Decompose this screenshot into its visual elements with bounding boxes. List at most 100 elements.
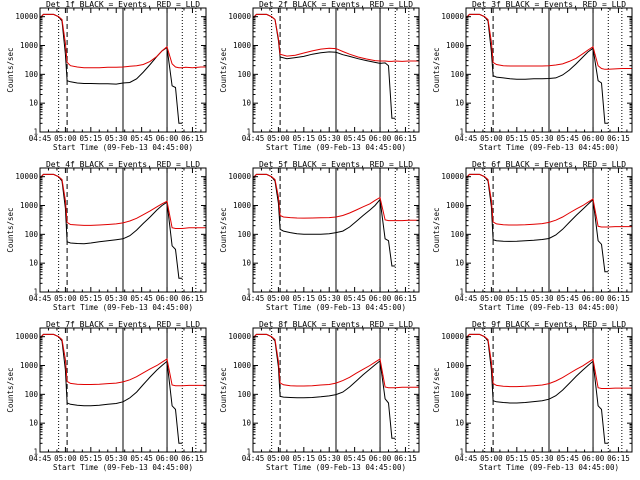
- panel-title: Det 9f BLACK = Events, RED = LLD: [472, 320, 626, 329]
- plot-frame: [465, 7, 633, 133]
- y-tick-label: 1000: [20, 361, 39, 370]
- x-tick-label: 05:45: [130, 134, 153, 143]
- plot-frame: [39, 167, 207, 293]
- x-tick-label: 05:15: [80, 454, 103, 463]
- plot-frame: [252, 167, 420, 293]
- x-tick-label: 05:45: [556, 294, 579, 303]
- x-tick-label: 06:00: [156, 294, 179, 303]
- y-tick-label: 1000: [446, 201, 465, 210]
- y-axis-label: Counts/sec: [432, 367, 441, 412]
- x-axis-label: Start Time (09-Feb-13 04:45:00): [479, 463, 619, 472]
- x-tick-label: 05:30: [318, 294, 341, 303]
- x-tick-label: 04:45: [455, 134, 478, 143]
- x-axis-label: Start Time (09-Feb-13 04:45:00): [266, 463, 406, 472]
- x-tick-label: 06:00: [156, 454, 179, 463]
- x-tick-label: 05:00: [267, 454, 290, 463]
- y-axis-label: Counts/sec: [219, 207, 228, 252]
- y-tick-label: 100: [24, 390, 38, 399]
- x-tick-label: 06:15: [181, 134, 204, 143]
- y-tick-label: 10: [455, 99, 465, 108]
- x-tick-label: 05:45: [556, 134, 579, 143]
- x-axis-label: Start Time (09-Feb-13 04:45:00): [479, 303, 619, 312]
- y-axis-label: Counts/sec: [219, 367, 228, 412]
- y-tick-label: 10000: [441, 332, 464, 341]
- detector-panel-5: Det 5f BLACK = Events, RED = LLD 1 10 100 10…: [219, 160, 420, 312]
- x-axis-label: Start Time (09-Feb-13 04:45:00): [479, 143, 619, 152]
- y-tick-label: 1: [33, 128, 38, 137]
- x-tick-label: 05:15: [506, 454, 529, 463]
- detector-panel-1: Det 1f BLACK = Events, RED = LLD 1 10 100 10…: [6, 0, 207, 152]
- x-tick-label: 05:30: [105, 454, 128, 463]
- y-tick-label: 1000: [446, 361, 465, 370]
- x-axis-label: Start Time (09-Feb-13 04:45:00): [53, 463, 193, 472]
- y-tick-label: 100: [450, 390, 464, 399]
- x-tick-label: 05:00: [54, 454, 77, 463]
- y-tick-label: 10000: [441, 12, 464, 21]
- panel-title: Det 2f BLACK = Events, RED = LLD: [259, 0, 413, 9]
- x-tick-label: 05:30: [318, 134, 341, 143]
- y-tick-label: 10: [29, 99, 39, 108]
- x-tick-label: 04:45: [455, 294, 478, 303]
- detector-panel-8: Det 8f BLACK = Events, RED = LLD 1 10 100 10…: [219, 320, 420, 472]
- x-tick-label: 04:45: [242, 454, 265, 463]
- y-tick-label: 1000: [233, 41, 252, 50]
- series-lld: [40, 173, 206, 229]
- series-events: [466, 333, 609, 444]
- detector-panel-4: Det 4f BLACK = Events, RED = LLD 1 10 100 10…: [6, 160, 207, 312]
- x-tick-label: 05:00: [54, 134, 77, 143]
- y-tick-label: 1: [33, 448, 38, 457]
- x-tick-label: 05:15: [506, 294, 529, 303]
- y-tick-label: 10: [455, 259, 465, 268]
- y-tick-label: 1000: [20, 201, 39, 210]
- detector-panel-6: Det 6f BLACK = Events, RED = LLD 1 10 100 10…: [432, 160, 633, 312]
- y-tick-label: 10000: [228, 12, 251, 21]
- y-tick-label: 100: [237, 390, 251, 399]
- x-tick-label: 05:30: [105, 294, 128, 303]
- x-tick-label: 06:00: [369, 294, 392, 303]
- series-lld: [253, 13, 419, 62]
- y-tick-label: 100: [24, 230, 38, 239]
- y-tick-label: 100: [237, 230, 251, 239]
- x-tick-label: 06:15: [394, 134, 417, 143]
- y-tick-label: 1000: [233, 201, 252, 210]
- y-axis-label: Counts/sec: [432, 47, 441, 92]
- y-tick-label: 10000: [441, 172, 464, 181]
- x-tick-label: 04:45: [29, 134, 52, 143]
- series-events: [253, 13, 396, 119]
- x-tick-label: 06:00: [582, 294, 605, 303]
- plot-frame: [39, 7, 207, 133]
- y-tick-label: 1: [459, 448, 464, 457]
- detector-panel-9: Det 9f BLACK = Events, RED = LLD 1 10 100 10…: [432, 320, 633, 472]
- panel-title: Det 3f BLACK = Events, RED = LLD: [472, 0, 626, 9]
- series-lld: [253, 173, 419, 222]
- y-tick-label: 10: [242, 259, 252, 268]
- series-events: [253, 333, 396, 439]
- series-lld: [466, 333, 632, 389]
- x-axis-label: Start Time (09-Feb-13 04:45:00): [266, 143, 406, 152]
- x-tick-label: 06:00: [369, 134, 392, 143]
- x-tick-label: 04:45: [29, 294, 52, 303]
- x-tick-label: 04:45: [29, 454, 52, 463]
- series-lld: [40, 13, 206, 69]
- y-tick-label: 10000: [15, 172, 38, 181]
- x-tick-label: 05:00: [480, 454, 503, 463]
- x-tick-label: 04:45: [242, 294, 265, 303]
- y-axis-label: Counts/sec: [219, 47, 228, 92]
- x-tick-label: 05:15: [293, 134, 316, 143]
- x-tick-label: 05:00: [54, 294, 77, 303]
- plot-frame: [465, 167, 633, 293]
- series-lld: [253, 333, 419, 389]
- x-tick-label: 05:15: [506, 134, 529, 143]
- series-lld: [40, 333, 206, 387]
- y-tick-label: 100: [237, 70, 251, 79]
- x-tick-label: 05:15: [293, 294, 316, 303]
- panel-title: Det 6f BLACK = Events, RED = LLD: [472, 160, 626, 169]
- x-tick-label: 06:00: [156, 134, 179, 143]
- series-events: [466, 173, 609, 273]
- y-tick-label: 10000: [15, 332, 38, 341]
- y-tick-label: 10: [242, 419, 252, 428]
- x-tick-label: 06:00: [369, 454, 392, 463]
- detector-panel-2: Det 2f BLACK = Events, RED = LLD 1 10 100 10…: [219, 0, 420, 152]
- y-tick-label: 100: [24, 70, 38, 79]
